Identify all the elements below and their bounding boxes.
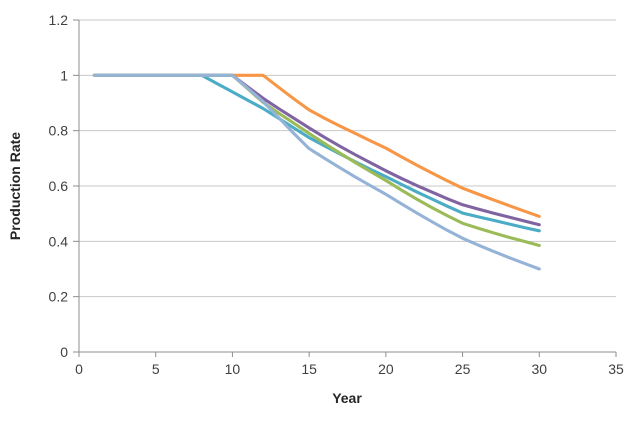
y-tick-label: 0.8 (49, 123, 69, 139)
y-tick-label: 1.2 (49, 12, 69, 28)
y-tick-label: 0.4 (49, 233, 69, 249)
x-tick-label: 35 (608, 361, 624, 377)
orange-series-line (92, 73, 541, 218)
x-tick-label: 20 (378, 361, 394, 377)
y-tick-label: 0 (60, 344, 68, 360)
y-axis-title: Production Rate (7, 132, 23, 240)
purple-series-line (92, 73, 541, 227)
light-blue-series-line (92, 73, 541, 271)
x-tick-label: 30 (531, 361, 547, 377)
green-series-line (92, 73, 541, 248)
x-axis-title: Year (332, 390, 362, 406)
tick-marks (73, 19, 617, 357)
y-tick-label: 0.6 (49, 178, 69, 194)
x-tick-label: 0 (75, 361, 83, 377)
x-tick-label: 10 (225, 361, 241, 377)
x-tick-label: 15 (301, 361, 317, 377)
tick-labels: 0 0.2 0.4 0.6 0.8 1 1.2 0 5 10 15 20 25 30 35 (49, 12, 624, 377)
y-tick-label: 1 (60, 67, 68, 83)
x-tick-label: 25 (455, 361, 471, 377)
series-lines (92, 73, 541, 271)
y-tick-label: 0.2 (49, 289, 69, 305)
x-tick-label: 5 (152, 361, 160, 377)
